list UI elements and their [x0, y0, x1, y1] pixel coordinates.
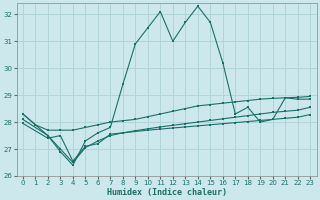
X-axis label: Humidex (Indice chaleur): Humidex (Indice chaleur) [107, 188, 227, 197]
